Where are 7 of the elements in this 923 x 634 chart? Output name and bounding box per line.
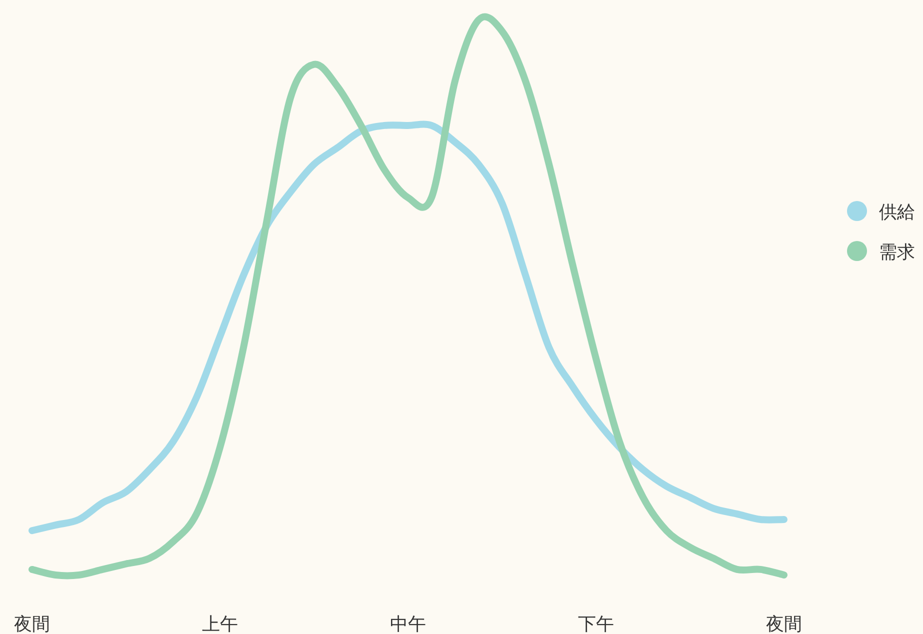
x-tick-label: 下午 (578, 614, 614, 634)
legend-label: 需求 (879, 242, 915, 263)
x-tick-label: 夜間 (14, 614, 50, 634)
x-tick-label: 夜間 (766, 614, 802, 634)
x-tick-label: 中午 (390, 614, 426, 634)
x-tick-label: 上午 (202, 614, 238, 634)
legend-label: 供給 (879, 202, 915, 223)
